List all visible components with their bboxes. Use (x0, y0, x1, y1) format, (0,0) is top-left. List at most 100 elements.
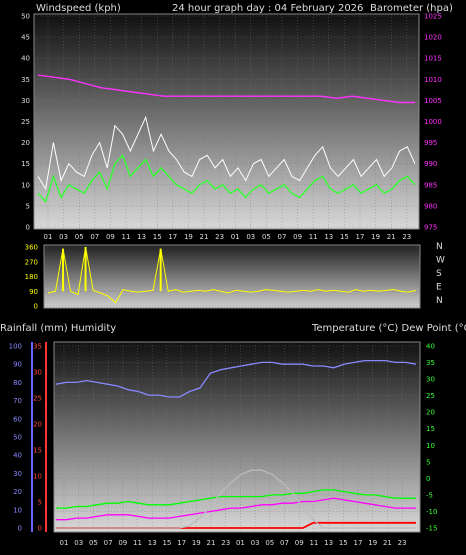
graph-title: 24 hour graph day : 04 February 2026 (172, 3, 363, 14)
wind-x-tick: 01 (44, 233, 53, 241)
temp-x-tick: 13 (148, 539, 157, 547)
wind-x-tick: 01 (231, 233, 240, 241)
temp-x-tick: 05 (265, 539, 274, 547)
temp-x-tick: 03 (251, 539, 260, 547)
temp-y-tick: 15 (426, 425, 435, 433)
wind-x-tick: 03 (246, 233, 255, 241)
wind-y-tick: 15 (21, 160, 30, 168)
dewpoint-line (56, 497, 416, 521)
temp-x-tick: 11 (309, 539, 318, 547)
temp-x-tick: 03 (74, 539, 83, 547)
temp-y-tick: 40 (426, 343, 435, 351)
humidity-line (55, 359, 417, 398)
compass-label: W (436, 256, 445, 266)
wind-x-tick: 03 (59, 233, 68, 241)
temp-x-tick: 01 (60, 539, 69, 547)
wind-x-tick: 17 (168, 233, 177, 241)
temp-panel (53, 341, 421, 533)
temp-y-tick: 5 (426, 458, 430, 466)
humidity-y-tick: 70 (13, 397, 22, 405)
temp-x-tick: 09 (118, 539, 127, 547)
rain-y-tick: 5 (38, 499, 42, 507)
wind-y-tick: 0 (26, 224, 30, 232)
barometer-y-tick: 1020 (424, 34, 442, 42)
temp-x-tick: 13 (324, 539, 333, 547)
barometer-y-tick: 1005 (424, 97, 442, 105)
temperature-line (56, 489, 416, 509)
wind-x-tick: 05 (262, 233, 271, 241)
temp-x-tick: 07 (104, 539, 113, 547)
temp-x-tick: 11 (133, 539, 142, 547)
wind-x-tick: 15 (340, 233, 349, 241)
wind-y-tick: 20 (21, 139, 30, 147)
solar-line (56, 469, 416, 529)
wind-x-tick: 15 (153, 233, 162, 241)
barometer-y-tick: 995 (424, 139, 437, 147)
rain-y-tick: 25 (33, 395, 42, 403)
humidity-y-tick: 80 (13, 379, 22, 387)
temp-y-tick: -15 (426, 525, 437, 533)
rain-y-tick: 15 (33, 447, 42, 455)
wind-x-tick: 05 (75, 233, 84, 241)
wind-x-tick: 19 (371, 233, 380, 241)
direction-panel (43, 244, 421, 309)
wind-x-tick: 11 (309, 233, 318, 241)
temp-x-tick: 01 (236, 539, 245, 547)
humidity-y-tick: 40 (13, 452, 22, 460)
rain-y-tick: 10 (33, 473, 42, 481)
temp-x-tick: 21 (207, 539, 216, 547)
barometer-y-tick: 1000 (424, 118, 442, 126)
wind-x-tick: 21 (200, 233, 209, 241)
compass-label: N (436, 296, 443, 306)
temp-x-tick: 17 (177, 539, 186, 547)
temp-x-tick: 17 (354, 539, 363, 547)
temp-y-tick: 20 (426, 409, 435, 417)
temp-y-tick: -10 (426, 508, 437, 516)
wind-axis-title: Windspeed (kph) (36, 3, 121, 14)
barometer-line (37, 74, 415, 104)
wind-x-tick: 13 (324, 233, 333, 241)
wind-x-tick: 19 (184, 233, 193, 241)
temp-x-tick: 19 (368, 539, 377, 547)
rain-y-tick: 20 (33, 421, 42, 429)
barometer-y-tick: 1025 (424, 13, 442, 21)
barometer-y-tick: 1015 (424, 55, 442, 63)
temp-x-tick: 19 (192, 539, 201, 547)
wind-y-tick: 40 (21, 55, 30, 63)
temp-y-tick: 0 (426, 475, 430, 483)
dir-y-tick: 90 (29, 288, 38, 296)
temp-x-tick: 23 (398, 539, 407, 547)
wind-y-tick: 5 (26, 202, 30, 210)
wind-x-tick: 07 (278, 233, 287, 241)
temp-x-tick: 07 (280, 539, 289, 547)
direction-line (47, 246, 417, 304)
temp-y-tick: -5 (426, 491, 433, 499)
temperature-title: Temperature (°C) Dew Point (°C) (311, 323, 466, 334)
wind-x-tick: 21 (387, 233, 396, 241)
wind-x-tick: 13 (137, 233, 146, 241)
rain-y-tick: 30 (33, 369, 42, 377)
barometer-y-tick: 1010 (424, 76, 442, 84)
wind-y-tick: 45 (21, 34, 30, 42)
wind-x-tick: 09 (106, 233, 115, 241)
wind_avg-line (37, 153, 416, 204)
humidity-y-tick: 30 (13, 470, 22, 478)
humidity-y-tick: 10 (13, 506, 22, 514)
temp-x-tick: 21 (383, 539, 392, 547)
barometer-y-tick: 985 (424, 181, 437, 189)
wind-x-tick: 23 (402, 233, 411, 241)
wind-x-tick: 17 (356, 233, 365, 241)
wind-y-tick: 25 (21, 118, 30, 126)
wind-x-tick: 07 (90, 233, 99, 241)
temp-x-tick: 23 (221, 539, 230, 547)
wind-y-tick: 30 (21, 97, 30, 105)
wind-y-tick: 35 (21, 76, 30, 84)
temp-x-tick: 15 (339, 539, 348, 547)
temp-y-tick: 35 (426, 359, 435, 367)
humidity-y-tick: 50 (13, 434, 22, 442)
compass-label: S (436, 269, 442, 279)
rain-humidity-title: Rainfall (mm) Humidity (0, 323, 116, 334)
temp-x-tick: 15 (162, 539, 171, 547)
wind-x-tick: 09 (293, 233, 302, 241)
wind_gust-line (37, 115, 416, 191)
